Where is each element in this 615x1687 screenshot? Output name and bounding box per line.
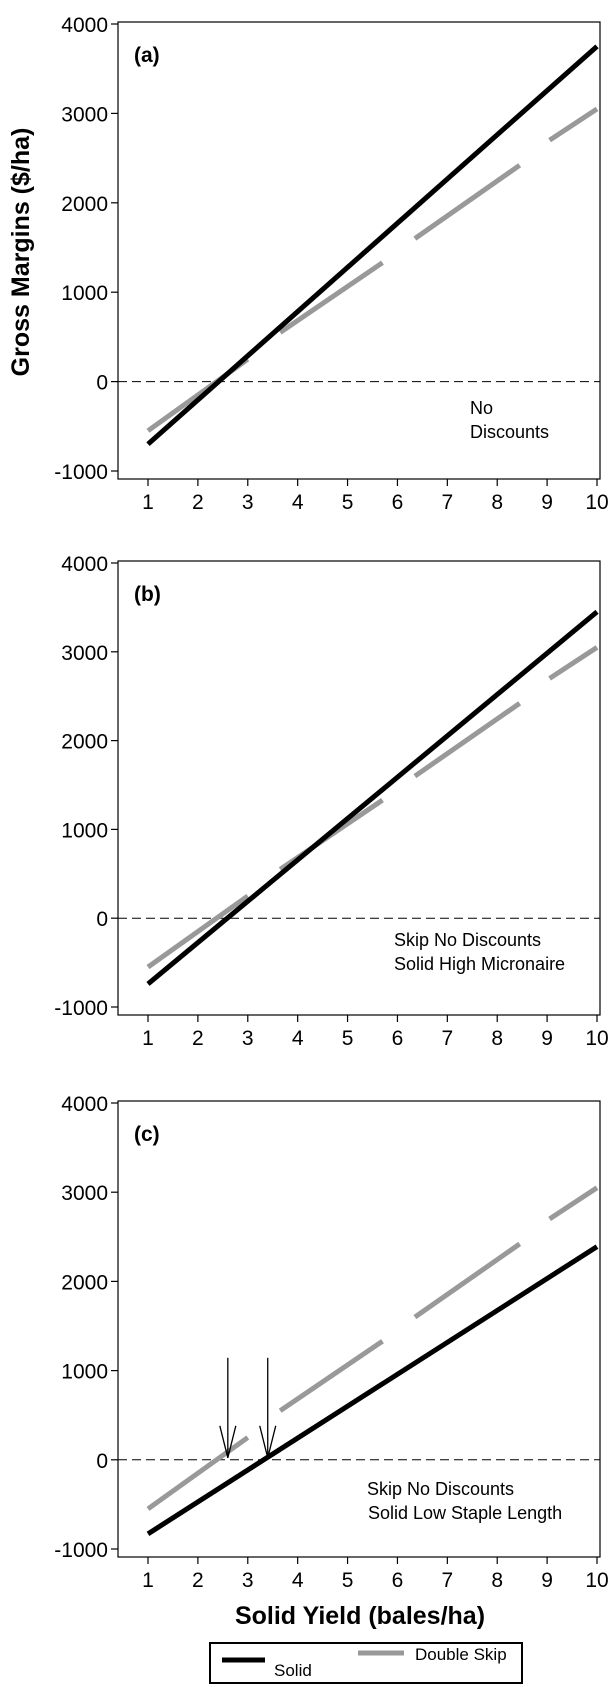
y-tick-label: -1000: [54, 997, 108, 1020]
x-tick-label: 8: [491, 1027, 503, 1050]
x-tick-label: 4: [292, 1027, 304, 1050]
x-tick-label: 5: [342, 491, 354, 514]
annotation-text: No: [470, 398, 493, 418]
series-line-double-skip: [146, 893, 250, 970]
chart-panel-2: 4000 3000 2000 1000 0 -1000 1 2 3 4 5 6 7 8 9 10 (c) Skip…: [54, 1093, 608, 1592]
series-line-double-skip: [278, 260, 384, 335]
series-line-double-skip: [413, 163, 522, 241]
annotation-text: Solid High Micronaire: [394, 954, 565, 974]
y-tick-label: 0: [96, 908, 108, 931]
x-tick-label: 6: [392, 491, 404, 514]
series-line-double-skip: [548, 645, 599, 681]
x-tick-label: 1: [142, 1569, 154, 1592]
series-line-double-skip: [548, 1185, 599, 1222]
x-tick-label: 5: [342, 1027, 354, 1050]
x-tick-label: 2: [192, 1027, 204, 1050]
panel-label: (c): [134, 1123, 160, 1146]
legend-label-solid: Solid: [274, 1661, 312, 1680]
x-tick-label: 9: [541, 491, 553, 514]
series-line-double-skip: [278, 1339, 384, 1413]
y-tick-label: 0: [96, 1450, 108, 1473]
x-tick-label: 7: [441, 1569, 453, 1592]
y-tick-label: 4000: [61, 553, 108, 576]
x-tick-label: 8: [491, 491, 503, 514]
annotation-text: Solid Low Staple Length: [368, 1503, 562, 1523]
series-line-double-skip: [146, 1435, 250, 1511]
x-tick-label: 9: [541, 1027, 553, 1050]
x-tick-label: 3: [242, 1569, 254, 1592]
legend: Solid Double Skip: [209, 1642, 523, 1684]
plot-frame: [117, 21, 601, 480]
y-tick-label: 4000: [61, 14, 108, 37]
x-tick-label: 10: [585, 1569, 608, 1592]
chart-panel-0: 4000 3000 2000 1000 0 -1000 1 2 3 4 5 6 7 8 9 10 (a) No Di…: [54, 14, 608, 514]
chart-panel-1: 4000 3000 2000 1000 0 -1000 1 2 3 4 5 6 7 8 9 10 (b) Skip…: [54, 553, 608, 1050]
x-tick-label: 7: [441, 1027, 453, 1050]
y-tick-label: -1000: [54, 461, 108, 484]
x-tick-label: 1: [142, 1027, 154, 1050]
x-tick-label: 1: [142, 491, 154, 514]
x-tick-label: 6: [392, 1569, 404, 1592]
y-axis-title: Gross Margins ($/ha): [7, 128, 35, 377]
x-tick-label: 3: [242, 1027, 254, 1050]
series-line-double-skip: [413, 1241, 522, 1320]
x-tick-label: 7: [441, 491, 453, 514]
y-tick-label: 1000: [61, 1361, 108, 1384]
x-axis-title: Solid Yield (bales/ha): [235, 1602, 485, 1630]
x-tick-label: 10: [585, 491, 608, 514]
y-tick-label: 2000: [61, 193, 108, 216]
break-even-arrowhead: [259, 1425, 277, 1458]
x-tick-label: 4: [292, 1569, 304, 1592]
legend-box: [209, 1642, 523, 1684]
x-tick-label: 9: [541, 1569, 553, 1592]
y-tick-label: 1000: [61, 282, 108, 305]
y-tick-label: 2000: [61, 1271, 108, 1294]
x-tick-label: 4: [292, 491, 304, 514]
y-tick-label: 3000: [61, 1182, 108, 1205]
y-tick-label: 3000: [61, 103, 108, 126]
x-tick-label: 6: [392, 1027, 404, 1050]
x-tick-label: 2: [192, 491, 204, 514]
break-even-arrowhead: [219, 1425, 237, 1458]
x-tick-label: 2: [192, 1569, 204, 1592]
y-tick-label: 1000: [61, 819, 108, 842]
legend-label-double-skip: Double Skip: [415, 1645, 507, 1664]
x-tick-label: 5: [342, 1569, 354, 1592]
y-tick-label: 3000: [61, 642, 108, 665]
series-line-solid: [146, 44, 599, 447]
series-line-double-skip: [413, 701, 522, 779]
panel-label: (a): [134, 44, 160, 67]
series-line-double-skip: [548, 106, 599, 143]
y-tick-label: 2000: [61, 731, 108, 754]
y-tick-label: 0: [96, 372, 108, 395]
plot-frame: [117, 1100, 601, 1558]
annotation-text: Skip No Discounts: [394, 930, 541, 950]
annotation-text: Discounts: [470, 422, 549, 442]
x-tick-label: 3: [242, 491, 254, 514]
y-tick-label: 4000: [61, 1093, 108, 1116]
x-tick-label: 8: [491, 1569, 503, 1592]
series-line-solid: [146, 1244, 599, 1536]
series-line-solid: [146, 609, 599, 986]
y-tick-label: -1000: [54, 1539, 108, 1562]
panel-label: (b): [134, 583, 161, 606]
annotation-text: Skip No Discounts: [367, 1479, 514, 1499]
x-tick-label: 10: [585, 1027, 608, 1050]
plot-frame: [117, 560, 601, 1016]
